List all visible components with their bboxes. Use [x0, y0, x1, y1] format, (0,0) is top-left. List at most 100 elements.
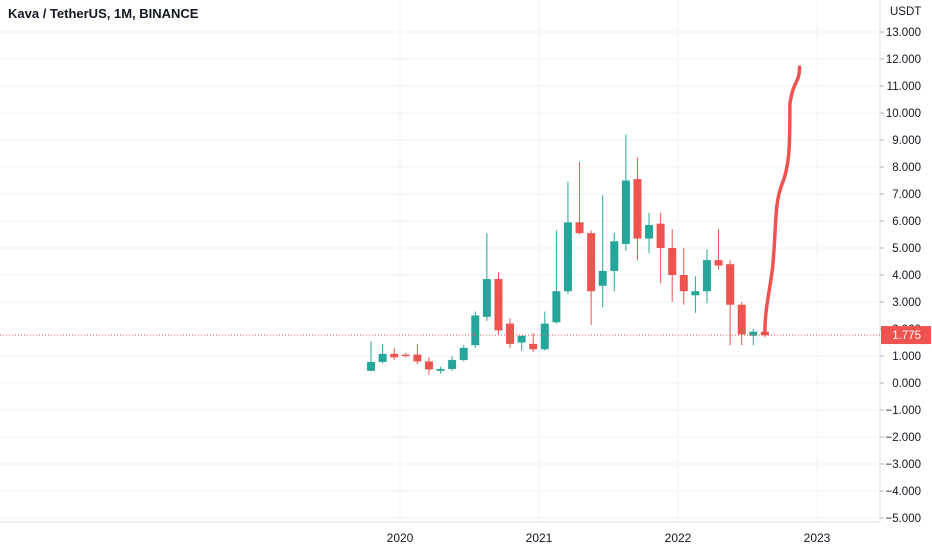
y-tick-label: 11.000: [887, 81, 921, 93]
y-tick-label: 0.000: [892, 378, 921, 390]
candle-body: [749, 331, 758, 336]
candle-body: [726, 264, 735, 305]
x-tick-label: 2021: [526, 531, 553, 545]
y-tick-label: 10.000: [886, 108, 921, 120]
candle[interactable]: [459, 345, 468, 362]
candle[interactable]: [367, 341, 376, 371]
candle-body: [563, 222, 572, 292]
candle[interactable]: [552, 230, 561, 324]
y-tick-label: −5.000: [886, 513, 922, 525]
price-axis-unit: USDT: [890, 6, 921, 18]
candle-body: [529, 343, 538, 350]
candle-body: [656, 223, 665, 248]
candle[interactable]: [471, 311, 480, 348]
candle-body: [540, 323, 549, 350]
candle-body: [401, 354, 410, 357]
projection-path: [763, 65, 802, 334]
candle-body: [517, 335, 526, 343]
candle[interactable]: [378, 343, 387, 364]
candle-body: [598, 270, 607, 286]
candle-body: [471, 315, 480, 346]
y-tick-label: 7.000: [892, 189, 921, 201]
candle-body: [587, 233, 596, 292]
candle[interactable]: [506, 318, 515, 348]
candle-body: [552, 291, 561, 323]
candle[interactable]: [482, 233, 491, 321]
candle[interactable]: [656, 212, 665, 284]
candle[interactable]: [436, 366, 445, 374]
y-tick-label: 3.000: [892, 297, 921, 309]
candle[interactable]: [714, 229, 723, 270]
price-axis: 13.000 12.000 11.000 10.000 9.000 8.000 7.000 6…: [880, 27, 921, 525]
candle[interactable]: [645, 212, 654, 254]
y-tick-label: 12.000: [886, 54, 921, 66]
x-tick-label: 2022: [665, 531, 692, 545]
candle-body: [621, 180, 630, 244]
candle-body: [737, 304, 746, 335]
candle[interactable]: [413, 343, 422, 365]
candle[interactable]: [737, 302, 746, 346]
candle-body: [367, 361, 376, 371]
candle-body: [610, 241, 619, 271]
candle[interactable]: [610, 233, 619, 292]
candle-body: [702, 260, 711, 292]
last-price: 1.775: [0, 326, 931, 345]
candle-body: [691, 291, 700, 296]
projection: [763, 65, 802, 334]
candle[interactable]: [540, 311, 549, 351]
candle-body: [506, 323, 515, 344]
x-tick-label: 2023: [804, 531, 831, 545]
y-tick-label: 1.000: [892, 351, 921, 363]
candle[interactable]: [529, 333, 538, 352]
candle-body: [378, 353, 387, 362]
candle[interactable]: [679, 248, 688, 305]
last-price-label: 1.775: [892, 330, 921, 342]
last-price-badge: [881, 326, 931, 345]
candle[interactable]: [668, 229, 677, 302]
y-tick-label: 8.000: [892, 162, 921, 174]
y-tick-label: −3.000: [886, 459, 922, 471]
candle[interactable]: [401, 352, 410, 358]
y-tick-label: −2.000: [886, 432, 922, 444]
y-tick-label: −1.000: [886, 405, 922, 417]
candle[interactable]: [726, 260, 735, 346]
chart-title: Kava / TetherUS, 1M, BINANCE: [8, 6, 199, 21]
candle[interactable]: [633, 157, 642, 261]
candle[interactable]: [587, 230, 596, 325]
candle[interactable]: [390, 347, 399, 361]
candle[interactable]: [424, 357, 433, 375]
y-tick-label: 6.000: [892, 216, 921, 228]
candle-body: [575, 222, 584, 234]
candle[interactable]: [494, 272, 503, 335]
candle[interactable]: [598, 195, 607, 308]
candle-body: [413, 354, 422, 362]
candle[interactable]: [621, 134, 630, 251]
candle-body: [645, 225, 654, 239]
candle-body: [436, 368, 445, 371]
candle-body: [494, 279, 503, 331]
candle-body: [424, 361, 433, 370]
candle[interactable]: [691, 276, 700, 313]
grid-lines: [0, 0, 880, 522]
candle[interactable]: [563, 181, 572, 294]
y-tick-label: 9.000: [892, 135, 921, 147]
candle-body: [668, 248, 677, 275]
candle-body: [459, 347, 468, 361]
candle[interactable]: [749, 329, 758, 346]
y-tick-label: −4.000: [886, 486, 922, 498]
y-tick-label: 5.000: [892, 243, 921, 255]
candle[interactable]: [448, 356, 457, 371]
y-tick-label: 13.000: [886, 27, 921, 39]
candle-body: [390, 353, 399, 358]
candle-body: [482, 279, 491, 317]
candle[interactable]: [702, 249, 711, 304]
candle-body: [714, 260, 723, 266]
candles: [367, 134, 769, 375]
candle-body: [633, 179, 642, 239]
candle-body: [760, 331, 769, 336]
candle[interactable]: [517, 335, 526, 351]
candle-body: [679, 275, 688, 292]
candle-body: [448, 360, 457, 369]
candle[interactable]: [575, 161, 584, 235]
